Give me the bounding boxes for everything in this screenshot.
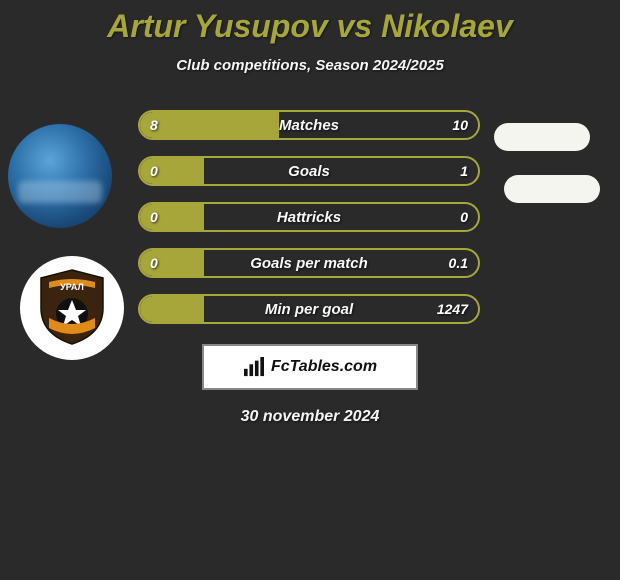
player2-club-badge: УРАЛ <box>20 256 124 360</box>
bar-chart-icon <box>243 357 265 377</box>
stat-label: Min per goal <box>138 301 480 318</box>
brand-text: FcTables.com <box>271 358 377 376</box>
stat-label: Hattricks <box>138 209 480 226</box>
brand-attribution[interactable]: FcTables.com <box>202 344 418 390</box>
date-label: 30 november 2024 <box>0 408 620 426</box>
player2-pill <box>504 175 600 203</box>
svg-text:УРАЛ: УРАЛ <box>60 282 84 292</box>
page-title: Artur Yusupov vs Nikolaev <box>0 8 620 45</box>
badge-background: УРАЛ <box>20 256 124 360</box>
stat-label: Matches <box>138 117 480 134</box>
stat-label: Goals <box>138 163 480 180</box>
player1-pill <box>494 123 590 151</box>
avatar-blue-gradient <box>8 124 112 228</box>
stat-label: Goals per match <box>138 255 480 272</box>
comparison-card: Artur Yusupov vs Nikolaev Club competiti… <box>0 0 620 426</box>
player1-avatar <box>8 124 112 228</box>
ural-shield-icon: УРАЛ <box>37 268 107 346</box>
subtitle: Club competitions, Season 2024/2025 <box>0 57 620 74</box>
